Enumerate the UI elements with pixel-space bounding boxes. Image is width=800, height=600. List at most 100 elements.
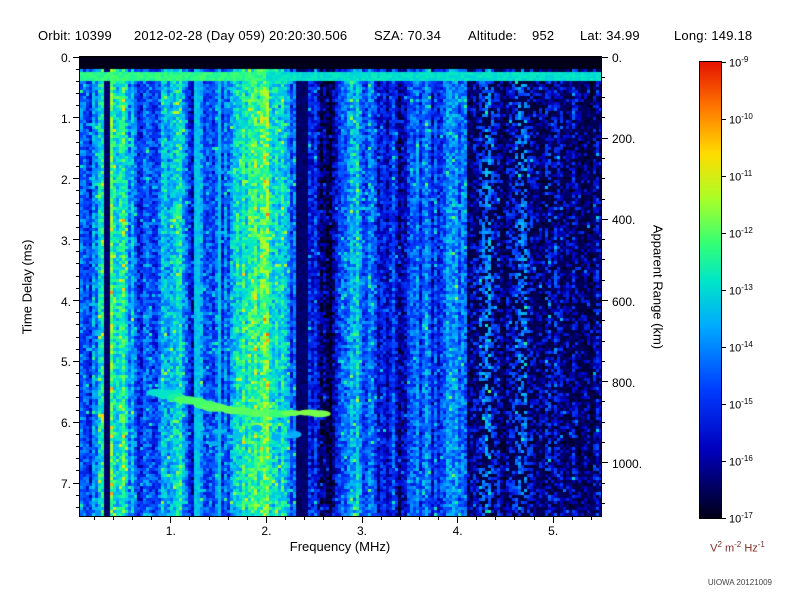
watermark: UIOWA 20121009 — [707, 578, 772, 587]
y-axis-minor-tick-right — [602, 360, 605, 362]
x-axis-minor-tick — [437, 517, 439, 520]
header-segment: SZA: 70.34 — [374, 28, 442, 43]
x-axis-minor-tick — [342, 517, 344, 520]
y-axis-minor-tick-right — [602, 401, 605, 403]
colorbar-tick — [722, 118, 726, 120]
y-axis-minor-tick-left — [76, 506, 79, 508]
colorbar-tick — [722, 289, 726, 291]
y-axis-minor-tick-left — [76, 93, 79, 95]
y-axis-minor-tick-right — [602, 198, 605, 200]
spectrogram-frame — [79, 56, 602, 517]
y-axis-tick-label-left: 0. — [60, 51, 71, 65]
y-axis-minor-tick-left — [76, 263, 79, 265]
y-axis-tick-right — [602, 218, 608, 220]
header-segment: Lat: 34.99 — [580, 28, 640, 43]
x-axis-tick — [457, 517, 459, 523]
colorbar-tick-label: 10-12 — [729, 226, 753, 241]
x-axis-tick — [552, 517, 554, 523]
y-axis-tick-right — [602, 56, 608, 58]
y-axis-minor-tick-left — [76, 458, 79, 460]
y-axis-tick-left — [73, 360, 79, 362]
y-axis-tick-label-right: 400. — [612, 213, 636, 228]
y-axis-minor-tick-left — [76, 68, 79, 70]
y-axis-minor-tick-left — [76, 275, 79, 277]
y-axis-tick-left — [73, 117, 79, 119]
colorbar-units-label: V2 m-2 Hz-1 — [710, 540, 765, 555]
y-axis-minor-tick-right — [602, 442, 605, 444]
colorbar-tick — [722, 517, 726, 519]
colorbar-tick — [722, 346, 726, 348]
x-axis-tick-label: 1. — [165, 524, 176, 538]
x-axis-minor-tick — [418, 517, 420, 520]
y-axis-minor-tick-left — [76, 80, 79, 82]
x-axis-tick-label: 4. — [452, 524, 463, 538]
y-axis-minor-tick-left — [76, 226, 79, 228]
x-axis-minor-tick — [151, 517, 153, 520]
y-axis-tick-label-right: 1000. — [612, 456, 643, 471]
y-axis-minor-tick-right — [602, 157, 605, 159]
x-axis-minor-tick — [132, 517, 134, 520]
y-axis-minor-tick-right — [602, 279, 605, 281]
x-axis-minor-tick — [246, 517, 248, 520]
y-axis-tick-left — [73, 300, 79, 301]
header-readout: Orbit: 10399 2012-02-28 (Day 059) 20:20:3… — [38, 28, 778, 44]
colorbar-tick — [722, 460, 726, 462]
colorbar-tick-label: 10-11 — [729, 169, 753, 184]
y-axis-tick-label-left: 5. — [60, 355, 71, 370]
y-axis-minor-tick-right — [602, 421, 605, 423]
y-axis-tick-right — [602, 137, 608, 139]
x-axis-minor-tick — [476, 517, 478, 520]
y-axis-minor-tick-left — [76, 105, 79, 107]
y-axis-minor-tick-left — [76, 470, 79, 472]
y-axis-tick-label-right: 0. — [612, 51, 623, 65]
x-axis-tick-label: 5. — [548, 524, 559, 538]
x-axis-minor-tick — [399, 517, 401, 520]
y-axis-minor-tick-left — [76, 494, 79, 496]
spectrogram-canvas — [80, 57, 601, 516]
y-axis-minor-tick-left — [76, 312, 79, 314]
y-axis-minor-tick-left — [76, 373, 79, 375]
colorbar-tick-label: 10-15 — [729, 397, 753, 412]
x-axis-minor-tick — [380, 517, 382, 520]
y-axis-minor-tick-left — [76, 433, 79, 435]
y-axis-minor-tick-left — [76, 348, 79, 350]
x-axis-minor-tick — [93, 517, 95, 520]
y-axis-tick-label-left: 1. — [60, 111, 71, 126]
y-axis-minor-tick-right — [602, 482, 605, 484]
header-segment: Orbit: 10399 — [38, 28, 112, 43]
header-segment: Altitude: 952 — [468, 28, 555, 43]
y-axis-minor-tick-right — [602, 320, 605, 322]
colorbar-tick-label: 10-10 — [729, 112, 753, 127]
y-axis-minor-tick-right — [602, 259, 605, 261]
y-axis-tick-label-right: 800. — [612, 375, 636, 390]
colorbar-canvas — [700, 62, 721, 518]
y-axis-tick-left — [73, 421, 79, 423]
x-axis-tick — [265, 517, 267, 523]
y-axis-title-right: Apparent Range (km) — [650, 224, 666, 350]
x-axis-minor-tick — [323, 517, 325, 520]
colorbar-tick-label: 10-14 — [729, 340, 753, 355]
colorbar-tick-label: 10-9 — [729, 55, 749, 70]
y-axis-tick-label-right: 200. — [612, 132, 636, 147]
x-axis-minor-tick — [533, 517, 535, 520]
colorbar-frame — [699, 61, 722, 519]
colorbar-tick — [722, 403, 726, 405]
x-axis-tick — [361, 517, 363, 523]
y-axis-minor-tick-left — [76, 251, 79, 253]
x-axis-minor-tick — [285, 517, 287, 520]
x-axis-minor-tick — [495, 517, 497, 520]
y-axis-minor-tick-left — [76, 153, 79, 155]
y-axis-tick-label-left: 2. — [60, 172, 71, 187]
header-segment: Long: 149.18 — [674, 28, 753, 43]
x-axis-tick — [170, 517, 172, 523]
x-axis-minor-tick — [112, 517, 114, 520]
colorbar-tick-label: 10-16 — [729, 454, 753, 469]
x-axis-tick-label: 2. — [261, 524, 272, 538]
y-axis-minor-tick-left — [76, 287, 79, 289]
colorbar-tick — [722, 175, 726, 177]
y-axis-minor-tick-left — [76, 385, 79, 387]
y-axis-tick-label-left: 7. — [60, 477, 71, 492]
y-axis-minor-tick-left — [76, 336, 79, 338]
y-axis-tick-left — [73, 56, 79, 58]
y-axis-minor-tick-right — [602, 76, 605, 78]
